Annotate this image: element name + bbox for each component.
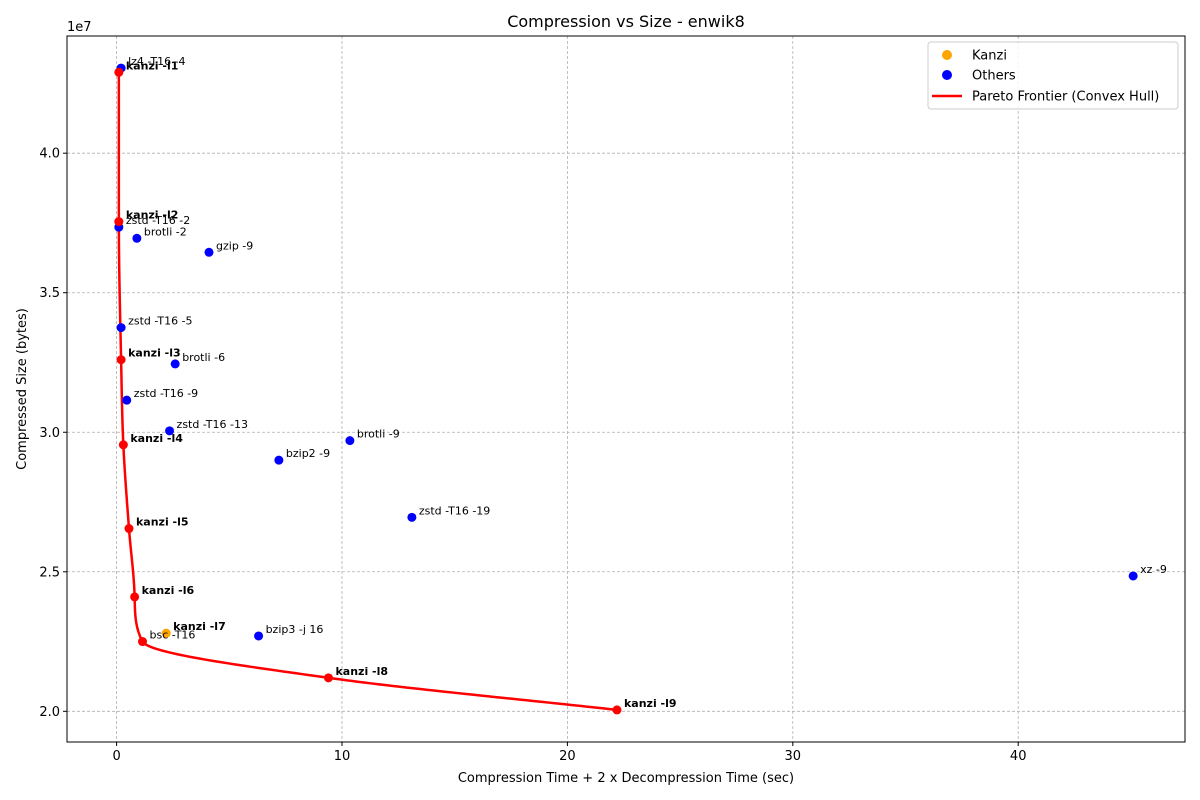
y-tick-label: 4.0 bbox=[39, 147, 60, 162]
kanzi-point bbox=[130, 592, 140, 602]
others-point bbox=[132, 233, 142, 243]
others-point-label: brotli -2 bbox=[144, 225, 187, 238]
legend-frontier-label: Pareto Frontier (Convex Hull) bbox=[972, 90, 1159, 105]
others-point bbox=[274, 455, 284, 465]
kanzi-point-label: kanzi -l3 bbox=[128, 347, 181, 360]
others-point bbox=[345, 436, 355, 446]
kanzi-point-label: kanzi -l9 bbox=[624, 697, 677, 710]
x-tick-label: 10 bbox=[334, 749, 351, 764]
others-point bbox=[204, 247, 214, 257]
kanzi-point bbox=[612, 705, 622, 715]
legend: Kanzi Others Pareto Frontier (Convex Hul… bbox=[927, 41, 1179, 110]
others-point-label: brotli -6 bbox=[182, 351, 225, 364]
legend-kanzi-marker bbox=[942, 50, 952, 60]
legend-box bbox=[927, 41, 1179, 110]
x-axis-label: Compression Time + 2 x Decompression Tim… bbox=[458, 771, 794, 786]
plot-frame bbox=[66, 35, 1186, 743]
others-point-label: zstd -T16 -2 bbox=[126, 214, 190, 227]
kanzi-point bbox=[161, 628, 171, 638]
others-point bbox=[122, 395, 132, 405]
y-axis-label: Compressed Size (bytes) bbox=[15, 308, 30, 470]
others-point-label: lz4 -T16 -4 bbox=[128, 55, 185, 68]
kanzi-point-label: kanzi -l7 bbox=[173, 620, 226, 633]
kanzi-point-label: kanzi -l8 bbox=[335, 665, 388, 678]
y-tick-label: 3.0 bbox=[39, 426, 60, 441]
x-tick-label: 0 bbox=[112, 749, 120, 764]
kanzi-point-label: kanzi -l2 bbox=[126, 209, 179, 222]
kanzi-point bbox=[118, 440, 128, 450]
kanzi-point bbox=[124, 524, 134, 534]
kanzi-point bbox=[116, 355, 126, 365]
others-point-label: zstd -T16 -19 bbox=[419, 504, 490, 517]
others-point-label: brotli -9 bbox=[357, 428, 400, 441]
chart-title: Compression vs Size - enwik8 bbox=[507, 12, 745, 31]
others-point bbox=[116, 323, 126, 333]
kanzi-point-label: kanzi -l1 bbox=[126, 59, 179, 72]
kanzi-point bbox=[114, 67, 124, 77]
axis-ticks: 0 10 20 30 40 2.0 2.5 3.0 3.5 4.0 bbox=[39, 147, 1026, 764]
others-point bbox=[1128, 571, 1138, 581]
others-point bbox=[254, 631, 264, 641]
others-point-label: gzip -9 bbox=[216, 239, 253, 252]
others-point-label: zstd -T16 -5 bbox=[128, 315, 192, 328]
legend-others-marker bbox=[942, 70, 952, 80]
kanzi-point-label: kanzi -l4 bbox=[130, 432, 183, 445]
grid bbox=[67, 36, 1185, 742]
kanzi-point bbox=[323, 673, 333, 683]
others-point-label: xz -9 bbox=[1140, 563, 1167, 576]
x-tick-label: 20 bbox=[559, 749, 576, 764]
x-tick-label: 40 bbox=[1010, 749, 1027, 764]
others-point bbox=[170, 359, 180, 369]
kanzi-point-label: kanzi -l5 bbox=[136, 516, 189, 529]
others-point bbox=[407, 512, 417, 522]
others-point bbox=[165, 426, 175, 436]
others-point bbox=[138, 637, 148, 647]
y-offset-label: 1e7 bbox=[67, 20, 92, 35]
legend-kanzi-label: Kanzi bbox=[972, 49, 1007, 64]
kanzi-point-label: kanzi -l6 bbox=[142, 584, 195, 597]
others-point-label: zstd -T16 -13 bbox=[177, 418, 248, 431]
others-point-label: zstd -T16 -9 bbox=[134, 387, 198, 400]
y-tick-label: 3.5 bbox=[39, 286, 60, 301]
others-point-label: bsc -T16 bbox=[150, 629, 196, 642]
kanzi-point bbox=[114, 217, 124, 227]
legend-others-label: Others bbox=[972, 69, 1016, 84]
others-point-label: bzip2 -9 bbox=[286, 447, 330, 460]
others-point-label: bzip3 -j 16 bbox=[266, 623, 324, 636]
y-tick-label: 2.5 bbox=[39, 565, 60, 580]
points-layer bbox=[114, 63, 1138, 715]
x-tick-label: 30 bbox=[785, 749, 802, 764]
y-tick-label: 2.0 bbox=[39, 705, 60, 720]
